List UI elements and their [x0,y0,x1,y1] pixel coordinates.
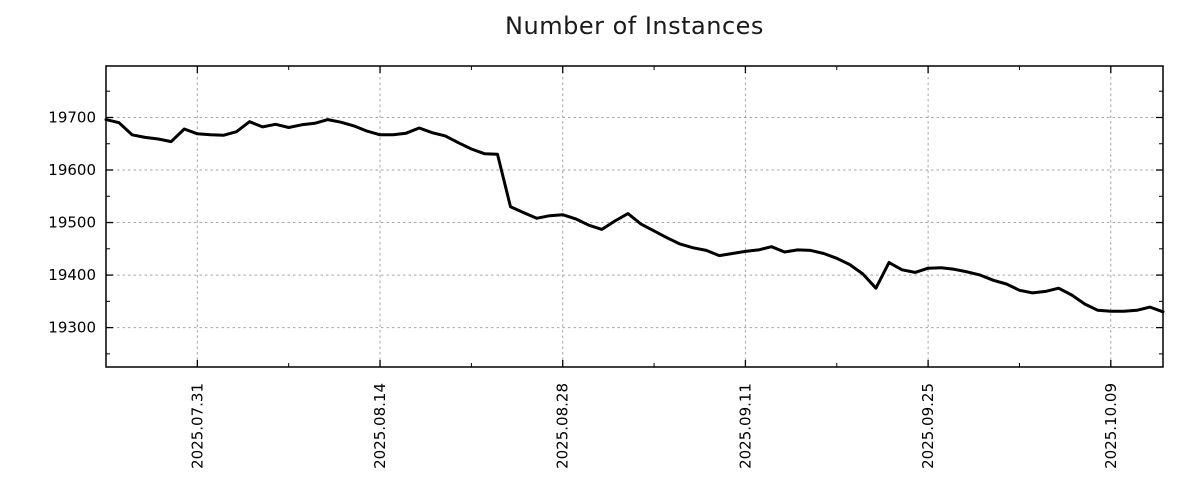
axis-labels: 19300 19400 19500 19600 19700 2025.07.31 2025.… [48,108,1120,468]
x-tick-label: 2025.09.25 [919,383,937,469]
gridlines [106,66,1163,367]
y-tick-label: 19600 [48,161,96,179]
y-tick-label: 19700 [48,108,96,126]
x-tick-label: 2025.10.09 [1102,383,1120,469]
y-tick-label: 19500 [48,214,96,232]
x-tick-label: 2025.07.31 [188,383,206,469]
x-tick-label: 2025.09.11 [736,383,754,469]
chart-title: Number of Instances [505,12,764,40]
x-tick-label: 2025.08.14 [371,383,389,469]
plot-frame [105,65,1164,368]
series-line [104,118,1165,314]
plot-border [105,65,1164,368]
x-tick-label: 2025.08.28 [554,383,572,469]
tick-marks [106,66,1163,367]
series-line-group [104,118,1165,314]
y-tick-label: 19300 [48,319,96,337]
y-tick-label: 19400 [48,266,96,284]
